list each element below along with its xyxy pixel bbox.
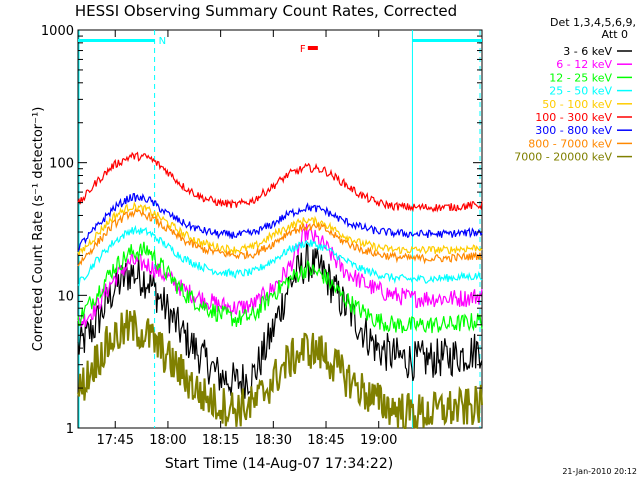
legend-label: 25 - 50 keV [549,85,612,98]
legend-label: 800 - 7000 keV [528,137,612,150]
series-line [77,192,483,252]
series-line [77,241,483,399]
legend-label: 300 - 800 keV [535,124,612,137]
night-bar [78,39,155,42]
footer-timestamp: 21-Jan-2010 20:12 [562,467,637,476]
chart-title: HESSI Observing Summary Count Rates, Cor… [75,2,457,20]
annotation-layer: NF [78,30,482,428]
y-tick-label: 1 [66,422,74,437]
series-line [77,208,483,267]
series-line [77,241,483,334]
night-bar-2 [412,39,482,42]
series-line [77,151,483,213]
series-line [77,309,483,430]
y-tick-label: 100 [49,157,74,172]
x-axis-label: Start Time (14-Aug-07 17:34:22) [165,456,393,472]
axis-layer: 17:45 18:00 18:15 18:30 18:45 19:00 1 10 100 1000 [41,24,482,448]
y-tick-label: 1000 [41,24,74,39]
flare-marker [307,46,318,50]
legend-label: 3 - 6 keV [563,45,612,58]
legend-label: 50 - 100 keV [542,98,612,111]
legend-label: 12 - 25 keV [549,71,612,84]
legend-label: 6 - 12 keV [556,58,612,71]
x-tick-label: 18:15 [202,433,239,448]
series-layer [77,151,483,430]
annotation-label-n: N [159,36,166,47]
x-tick-label: 18:45 [307,433,344,448]
legend-label: 100 - 300 keV [535,111,612,124]
x-tick-label: 17:45 [97,433,134,448]
legend-subtitle: Att 0 [602,28,628,41]
annotation-label-f: F [300,44,306,55]
series-line [77,223,483,328]
legend-title: Det 1,3,4,5,6,9, [550,16,636,29]
series-line [77,201,483,256]
plot-frame [77,29,483,429]
x-tick-label: 18:30 [255,433,292,448]
y-tick-label: 10 [57,289,74,304]
series-line [77,224,483,287]
x-tick-label: 18:00 [149,433,186,448]
x-tick-label: 19:00 [360,433,397,448]
legend-label: 7000 - 20000 keV [514,151,612,164]
y-axis-label: Corrected Count Rate (s⁻¹ detector⁻¹) [31,107,46,352]
